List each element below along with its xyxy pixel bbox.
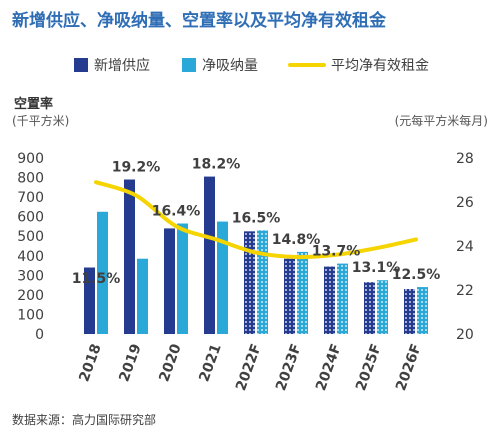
x-tick-4: 2022F (233, 342, 265, 393)
left-axis-unit: (千平方米) (12, 113, 69, 128)
right-tick-3: 26 (456, 195, 474, 211)
rent-line (94, 180, 418, 260)
x-axis-ticks: 2018 2019 2020 2021 2022F 2023F 2024F 2025F 2026… (76, 342, 424, 393)
right-tick-4: 28 (456, 151, 474, 167)
right-axis-ticks: 20 22 24 26 28 (456, 151, 474, 343)
vacancy-label-8: 12.5% (392, 267, 441, 283)
left-tick-8: 800 (17, 171, 44, 187)
x-tick-0: 2018 (76, 342, 104, 384)
supply-bar-1 (124, 179, 135, 334)
legend: 新增供应 净吸纳量 平均净有效租金 (74, 57, 429, 74)
right-axis-unit: (元每平方米每月) (395, 113, 488, 128)
legend-label-1: 净吸纳量 (202, 58, 258, 74)
legend-label-2: 平均净有效租金 (331, 58, 429, 74)
vacancy-label-7: 13.1% (352, 260, 401, 276)
left-tick-5: 500 (17, 229, 44, 245)
supply-bar-0 (84, 267, 95, 334)
left-tick-1: 100 (17, 307, 44, 323)
absorption-bar-8 (417, 287, 428, 334)
vacancy-labels-group: 11.5% 19.2% 16.4% 18.2% 16.5% 14.8%13.7%13.1%… (72, 157, 441, 288)
left-tick-7: 700 (17, 190, 44, 206)
vacancy-label-5: 14.8% (272, 232, 321, 248)
left-tick-9: 900 (17, 151, 44, 167)
supply-bar-5 (284, 258, 295, 334)
chart-title: 新增供应、净吸纳量、空置率以及平均净有效租金 (12, 10, 387, 31)
absorption-bar-4 (257, 230, 268, 334)
left-tick-2: 200 (17, 288, 44, 304)
left-tick-6: 600 (17, 210, 44, 226)
legend-swatch-0 (74, 58, 88, 72)
vacancy-label-4: 16.5% (232, 210, 281, 226)
absorption-bar-0 (97, 211, 108, 334)
x-tick-5: 2023F (273, 342, 305, 393)
supply-bar-2 (164, 228, 175, 334)
x-tick-6: 2024F (313, 342, 345, 393)
left-tick-4: 400 (17, 249, 44, 265)
supply-bar-6 (324, 266, 335, 334)
legend-swatch-1 (182, 58, 196, 72)
vacancy-label-1: 19.2% (112, 160, 161, 176)
source-note: 数据来源：高力国际研究部 (12, 412, 156, 427)
absorption-bar-6 (337, 263, 348, 334)
left-axis-ticks: 0 100 200 300 400 500 600 700 800 900 (17, 151, 44, 343)
x-tick-1: 2019 (116, 342, 144, 384)
right-tick-0: 20 (456, 327, 474, 343)
absorption-bar-2 (177, 223, 188, 334)
x-tick-8: 2026F (393, 342, 425, 393)
vacancy-label-0: 11.5% (72, 271, 121, 287)
x-tick-7: 2025F (353, 342, 385, 393)
absorption-bar-1 (137, 258, 148, 334)
x-tick-2: 2020 (156, 342, 184, 384)
vacancy-label-6: 13.7% (312, 244, 361, 260)
absorption-bar-7 (377, 280, 388, 334)
right-tick-2: 24 (456, 239, 474, 255)
supply-bar-8 (404, 289, 415, 334)
vacancy-label-2: 16.4% (152, 204, 201, 220)
bars-group (84, 176, 428, 334)
absorption-bar-5 (297, 251, 308, 334)
rent-line-group (94, 180, 418, 260)
vacancy-label-3: 18.2% (192, 157, 241, 173)
x-tick-3: 2021 (196, 342, 224, 384)
legend-label-0: 新增供应 (94, 57, 150, 74)
right-tick-1: 22 (456, 283, 474, 299)
absorption-bar-3 (217, 221, 228, 334)
left-tick-3: 300 (17, 268, 44, 284)
left-axis-title: 空置率 (14, 96, 53, 112)
supply-bar-4 (244, 231, 255, 334)
left-tick-0: 0 (35, 327, 44, 343)
supply-bar-7 (364, 282, 375, 334)
supply-bar-3 (204, 176, 215, 334)
